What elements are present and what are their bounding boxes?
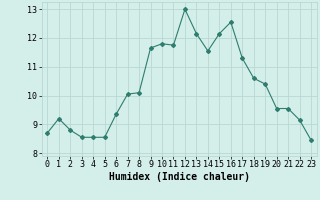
X-axis label: Humidex (Indice chaleur): Humidex (Indice chaleur) [109, 172, 250, 182]
